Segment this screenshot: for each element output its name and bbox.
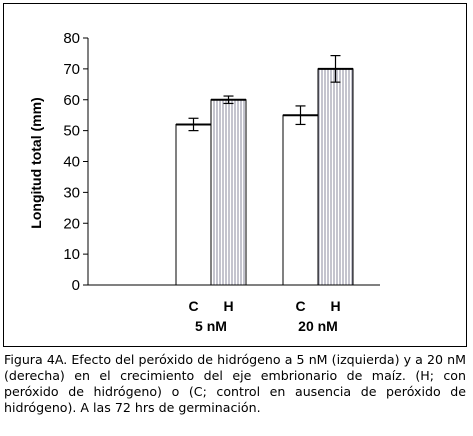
bars-layer <box>175 54 354 286</box>
y-tick-label: 50 <box>63 123 80 140</box>
series-label: H <box>223 298 233 314</box>
category-labels: C H 5 nM C H 20 nM <box>188 298 340 334</box>
y-tick-label: 70 <box>63 61 80 78</box>
series-label: H <box>330 298 340 314</box>
group-label: 20 nM <box>298 318 338 334</box>
figure-caption: Figura 4A. Efecto del peróxido de hidróg… <box>4 352 466 415</box>
y-axis-title: Longitud total (mm) <box>28 97 44 228</box>
bar-c-2 <box>282 114 319 286</box>
bar-h-2 <box>317 68 354 286</box>
y-tick-label: 10 <box>63 246 80 263</box>
y-tick-label: 40 <box>63 154 80 171</box>
bar-h-1 <box>210 99 247 286</box>
y-tick-label: 20 <box>63 215 80 232</box>
y-tick-label: 60 <box>63 92 80 109</box>
y-tick-label: 80 <box>63 30 80 47</box>
bar-c-1 <box>175 123 212 286</box>
series-label: C <box>295 298 305 314</box>
y-tick-label: 0 <box>72 277 80 294</box>
bar-chart: Longitud total (mm) 0 10 20 30 40 50 60 70 80 C H… <box>28 30 380 334</box>
series-label: C <box>188 298 198 314</box>
group-label: 5 nM <box>195 318 227 334</box>
y-tick-label: 30 <box>63 184 80 201</box>
y-axis: 0 10 20 30 40 50 60 70 80 <box>63 30 380 294</box>
